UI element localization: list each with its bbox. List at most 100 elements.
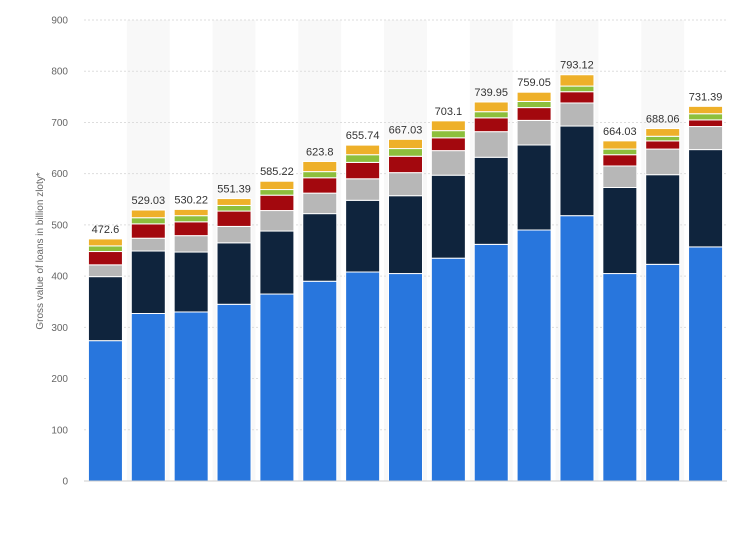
bar-stack [688, 105, 724, 482]
bar-segment [345, 144, 381, 156]
total-label: 688.06 [646, 114, 680, 126]
bar-segment [302, 171, 338, 179]
bar-segment [173, 208, 209, 217]
bar-segment [559, 74, 595, 87]
y-axis-ticks: 0 100 200 300 400 500 600 700 800 900 [51, 16, 68, 488]
y-tick-label: 100 [51, 425, 68, 436]
bar-segment [688, 149, 724, 248]
bar-segment [559, 215, 595, 482]
bar-segment [302, 177, 338, 194]
bar-segment [516, 107, 552, 121]
bar-segment [259, 189, 295, 196]
bar-segment [216, 303, 252, 482]
bar-segment [559, 85, 595, 93]
bar-segment [130, 217, 166, 225]
bar-segment [302, 213, 338, 282]
bar-segment [645, 140, 681, 150]
bar-segment [216, 225, 252, 244]
y-tick-label: 0 [62, 477, 68, 488]
bar-segment [516, 119, 552, 146]
bar-stack [559, 74, 595, 482]
total-label: 731.39 [689, 91, 723, 103]
bar-stack [345, 144, 381, 482]
bar-segment [259, 180, 295, 191]
bar-stack [302, 160, 338, 482]
bar-segment [87, 251, 123, 266]
bar-segment [216, 198, 252, 206]
total-label: 472.6 [92, 224, 120, 236]
bar-segment [430, 120, 466, 132]
bar-segment [345, 161, 381, 180]
bar-segment [688, 126, 724, 151]
bar-segment [602, 273, 638, 482]
bar-stack [216, 198, 252, 482]
bar-segment [216, 204, 252, 212]
bar-segment [602, 148, 638, 156]
total-label: 759.05 [517, 77, 551, 89]
y-tick-label: 900 [51, 16, 68, 27]
total-label: 529.03 [131, 195, 165, 207]
bar-segment [688, 105, 724, 115]
bar-segment [345, 271, 381, 482]
bar-segment [130, 237, 166, 252]
total-labels: 472.6 529.03 530.22 551.39 585.22 623.8 655.74… [92, 60, 723, 236]
bar-segment [473, 243, 509, 482]
total-label: 664.03 [603, 126, 637, 138]
bar-segment [516, 100, 552, 109]
y-tick-label: 300 [51, 323, 68, 334]
bar-segment [473, 117, 509, 133]
bar-stack [473, 101, 509, 482]
bar-segment [87, 245, 123, 253]
bar-segment [388, 195, 423, 275]
bar-segment [516, 229, 552, 482]
bar-stack [87, 238, 123, 482]
bar-segment [559, 102, 595, 127]
bar-stack [388, 138, 423, 482]
bar-segment [259, 194, 295, 212]
bar-segment [388, 172, 423, 197]
total-label: 793.12 [560, 60, 594, 72]
bar-stack [173, 208, 209, 482]
bar-stack [130, 209, 166, 482]
bar-segment [602, 154, 638, 167]
bar-segment [645, 174, 681, 265]
bar-segment [259, 293, 295, 482]
total-label: 551.39 [217, 184, 251, 196]
bar-segment [645, 128, 681, 137]
bar-segment [602, 140, 638, 150]
bar-segment [473, 156, 509, 245]
bar-segment [602, 186, 638, 275]
bar-segment [516, 144, 552, 231]
bar-segment [688, 119, 724, 128]
bar-stack [430, 120, 466, 482]
bars [87, 74, 724, 482]
bar-segment [473, 101, 509, 113]
bar-segment [259, 210, 295, 232]
bar-segment [388, 148, 423, 157]
bar-segment [302, 192, 338, 215]
bar-stack [259, 180, 295, 482]
bar-segment [430, 174, 466, 259]
y-tick-label: 600 [51, 169, 68, 180]
bar-segment [87, 264, 123, 278]
bar-segment [388, 273, 423, 482]
bar-stack [645, 128, 681, 482]
bar-segment [259, 230, 295, 295]
bar-segment [302, 160, 338, 173]
bar-segment [173, 235, 209, 253]
bar-segment [216, 210, 252, 227]
total-label: 703.1 [435, 106, 463, 118]
y-tick-label: 700 [51, 118, 68, 129]
bar-segment [87, 276, 123, 342]
total-label: 623.8 [306, 146, 334, 158]
bar-segment [216, 242, 252, 305]
bar-segment [688, 113, 724, 121]
bar-segment [602, 165, 638, 188]
bar-segment [559, 91, 595, 104]
total-label: 667.03 [389, 124, 423, 136]
y-tick-label: 200 [51, 374, 68, 385]
bar-segment [173, 215, 209, 223]
bar-segment [130, 250, 166, 315]
bar-segment [430, 130, 466, 139]
